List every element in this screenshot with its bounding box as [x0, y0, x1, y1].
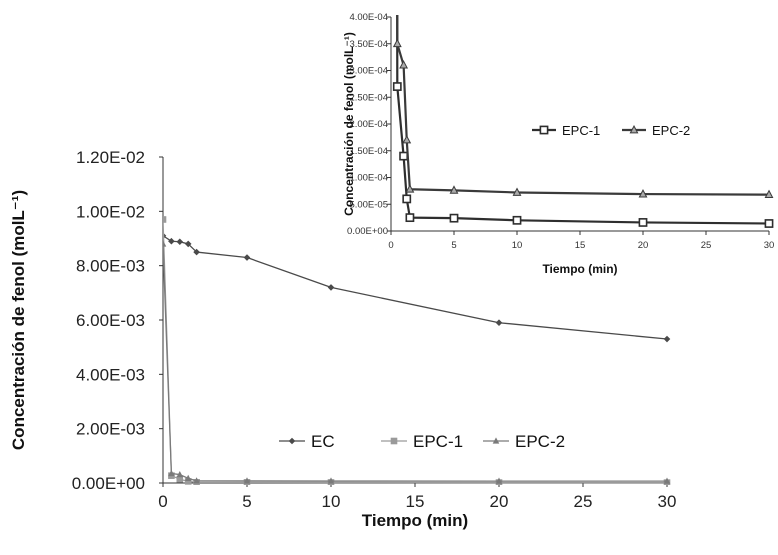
- legend: EPC-1 EPC-2: [532, 123, 690, 138]
- x-tick-label: 25: [574, 492, 593, 511]
- data-point: [512, 215, 522, 225]
- y-tick-label: 2.00E-03: [76, 420, 145, 439]
- y-tick-label: 1.00E-02: [76, 202, 145, 221]
- y-tick-label: 3.00E-04: [349, 66, 388, 77]
- data-point: [176, 238, 184, 246]
- x-tick-label: 15: [406, 492, 425, 511]
- y-tick-label: 3.50E-04: [349, 39, 388, 50]
- data-point: [163, 216, 167, 223]
- data-point: [402, 194, 412, 204]
- data-point: [495, 319, 503, 327]
- y-tick-label: 0.00E+00: [347, 226, 388, 237]
- data-point: [184, 240, 192, 248]
- data-point: [176, 470, 184, 478]
- legend-swatch-marker: [288, 437, 296, 445]
- data-point: [392, 38, 402, 48]
- data-point: [449, 213, 459, 223]
- legend-swatch-marker: [492, 437, 500, 444]
- x-tick-label: 25: [701, 240, 712, 251]
- series-line-ec: [163, 235, 668, 340]
- data-point: [495, 477, 503, 484]
- data-point: [243, 254, 251, 261]
- y-tick-label: 0.00E+00: [72, 474, 145, 493]
- legend-item-epc-2: EPC-2: [622, 123, 690, 138]
- legend-item-epc-1: EPC-1: [532, 123, 600, 138]
- data-point: [512, 187, 522, 196]
- series-epc-2: [392, 15, 774, 198]
- y-tick-label: 4.00E-04: [349, 12, 388, 23]
- data-point: [663, 477, 671, 484]
- data-point: [392, 82, 402, 91]
- y-axis-title: Concentración de fenol (molL⁻¹): [9, 190, 28, 450]
- plot-area: [392, 15, 774, 228]
- y-tick-label: 1.00E-04: [349, 173, 388, 184]
- x-tick-label: 10: [322, 492, 341, 511]
- data-point: [764, 219, 774, 228]
- series-epc-2: [163, 240, 671, 484]
- data-point: [327, 477, 335, 484]
- data-point: [405, 184, 415, 193]
- data-point: [184, 474, 192, 482]
- legend-label: EPC-2: [515, 432, 565, 451]
- data-point: [638, 189, 648, 198]
- x-tick-label: 10: [512, 240, 523, 251]
- data-point: [193, 477, 200, 484]
- data-point: [168, 469, 175, 477]
- y-tick-label: 4.00E-03: [76, 365, 145, 384]
- x-axis-title: Tiempo (min): [542, 262, 617, 276]
- data-point: [176, 475, 184, 483]
- x-tick-label: 30: [658, 492, 677, 511]
- legend-swatch-marker: [629, 124, 639, 134]
- data-point: [405, 213, 415, 223]
- x-tick-label: 0: [388, 240, 393, 251]
- x-tick-label: 20: [638, 240, 649, 251]
- series-epc-1: [392, 15, 774, 228]
- legend-item-epc-1: EPC-1: [381, 432, 463, 451]
- y-tick-label: 1.50E-04: [349, 146, 388, 157]
- data-point: [184, 478, 192, 485]
- data-point: [764, 189, 774, 198]
- legend-label: EPC-1: [413, 432, 463, 451]
- legend-label: EC: [311, 432, 335, 451]
- data-point: [663, 335, 671, 343]
- data-point: [163, 240, 167, 247]
- data-point: [193, 248, 200, 256]
- legend-label: EPC-2: [652, 123, 690, 138]
- data-point: [399, 60, 409, 69]
- inset-chart: 0 5 10 15 20 25 30 0.00E+00 5.00E-05 1.00E-04 1.50…: [342, 12, 775, 276]
- legend: EC EPC-1 EPC-2: [279, 432, 565, 451]
- data-point: [399, 151, 408, 161]
- series-ec: [163, 232, 671, 343]
- data-point: [449, 185, 459, 194]
- x-tick-label: 30: [764, 240, 775, 251]
- y-tick-label: 1.20E-02: [76, 148, 145, 167]
- y-axis-title: Concentración de fenol (molL⁻¹): [342, 32, 356, 216]
- x-tick-label: 5: [451, 240, 456, 251]
- data-point: [402, 135, 412, 144]
- x-tick-label: 5: [242, 492, 251, 511]
- legend-item-ec: EC: [279, 432, 335, 451]
- y-tick-label: 2.00E-04: [349, 119, 388, 130]
- x-tick-label: 0: [158, 492, 167, 511]
- legend-label: EPC-1: [562, 123, 600, 138]
- plot-area: [163, 216, 671, 485]
- data-point: [168, 237, 175, 245]
- x-axis-title: Tiempo (min): [362, 511, 468, 530]
- data-point: [243, 477, 251, 484]
- data-point: [327, 284, 335, 291]
- y-tick-label: 6.00E-03: [76, 311, 145, 330]
- legend-swatch-marker: [539, 125, 549, 135]
- legend-item-epc-2: EPC-2: [483, 432, 565, 451]
- main-chart: 0 5 10 15 20 25 30 0.00E+00 2.00E-03 4.00E-03 6.00…: [9, 148, 676, 530]
- data-point: [638, 218, 648, 227]
- x-tick-label: 20: [490, 492, 509, 511]
- y-tick-label: 8.00E-03: [76, 257, 145, 276]
- series-line-epc-2: [396, 15, 770, 196]
- y-tick-label: 2.50E-04: [349, 92, 388, 103]
- x-tick-label: 15: [575, 240, 586, 251]
- legend-swatch-marker: [390, 437, 398, 445]
- y-tick-label: 5.00E-05: [349, 199, 388, 210]
